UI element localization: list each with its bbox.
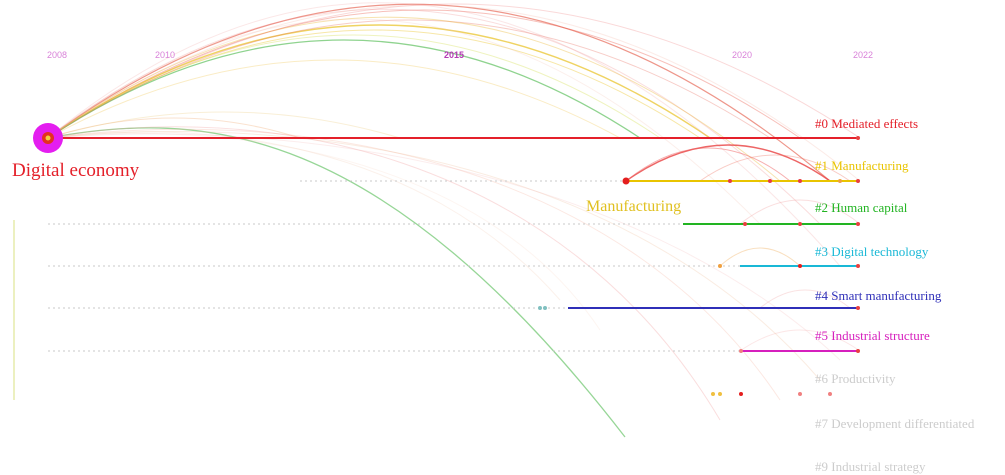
citation-arc <box>47 39 641 139</box>
citation-arc <box>47 126 721 421</box>
citation-arc <box>47 133 841 361</box>
node-dot[interactable] <box>856 136 860 140</box>
node-dot[interactable] <box>856 306 860 310</box>
citation-arc <box>47 111 401 139</box>
citation-arc <box>47 34 661 139</box>
citation-arc <box>47 131 561 301</box>
node-digital-economy-center <box>45 135 51 141</box>
year-label-2022: 2022 <box>853 50 874 60</box>
node-dot[interactable] <box>856 222 860 226</box>
node-dot[interactable] <box>743 222 747 226</box>
node-dot[interactable] <box>711 392 715 396</box>
citation-arc <box>625 144 831 182</box>
year-label-2008: 2008 <box>47 50 68 60</box>
year-label-2010: 2010 <box>155 50 176 60</box>
citation-arc <box>47 128 781 401</box>
nodes <box>33 123 860 396</box>
node-dot[interactable] <box>798 179 802 183</box>
node-dot[interactable] <box>538 306 542 310</box>
node-dot[interactable] <box>798 264 802 268</box>
citation-arc <box>47 16 781 182</box>
citation-arc <box>739 329 861 352</box>
citation-arc <box>47 4 861 182</box>
cluster-label-mediated-effects[interactable]: #0 Mediated effects <box>815 116 918 131</box>
year-label-2015: 2015 <box>444 50 465 60</box>
node-dot[interactable] <box>838 179 842 183</box>
node-label-manufacturing[interactable]: Manufacturing <box>586 198 682 215</box>
cluster-label-productivity[interactable]: #6 Productivity <box>815 371 896 386</box>
node-dot[interactable] <box>728 179 732 183</box>
citation-arc <box>759 289 851 309</box>
node-label-digital-economy[interactable]: Digital economy <box>12 160 140 181</box>
cluster-label-development-differentiated[interactable]: #7 Development differentiated <box>815 416 975 431</box>
citation-arc <box>47 131 821 381</box>
citation-arc <box>47 59 621 139</box>
cluster-lanes <box>13 137 858 400</box>
citation-arc <box>625 147 791 182</box>
citation-arc <box>47 29 701 139</box>
cluster-label-industrial-strategy[interactable]: #9 Industrial strategy <box>815 459 926 474</box>
citation-arc <box>47 3 831 182</box>
cluster-label-manufacturing[interactable]: #1 Manufacturing <box>815 158 909 173</box>
cluster-label-smart-manufacturing[interactable]: #4 Smart manufacturing <box>815 288 942 303</box>
node-dot[interactable] <box>798 222 802 226</box>
citation-arc <box>739 199 861 225</box>
cluster-label-human-capital[interactable]: #2 Human capital <box>815 200 908 215</box>
cluster-label-industrial-structure[interactable]: #5 Industrial structure <box>815 328 930 343</box>
node-dot[interactable] <box>718 264 722 268</box>
citation-arc <box>47 19 771 139</box>
node-dot[interactable] <box>543 306 547 310</box>
node-dot[interactable] <box>739 349 743 353</box>
citation-arcs <box>47 2 861 438</box>
node-dot[interactable] <box>856 264 860 268</box>
citation-arc <box>47 132 601 331</box>
citation-arc <box>47 117 301 139</box>
citation-arc <box>47 18 761 225</box>
cluster-label-digital-technology[interactable]: #3 Digital technology <box>815 244 929 259</box>
node-dot[interactable] <box>739 392 743 396</box>
citation-arc <box>47 2 841 267</box>
node-dot[interactable] <box>798 392 802 396</box>
year-label-2020: 2020 <box>732 50 753 60</box>
node-dot[interactable] <box>856 179 860 183</box>
citation-arc <box>47 127 626 438</box>
node-dot[interactable] <box>768 179 772 183</box>
citation-arc <box>719 247 801 267</box>
node-dot[interactable] <box>718 392 722 396</box>
citation-arc <box>47 9 801 139</box>
node-dot[interactable] <box>828 392 832 396</box>
node-dot[interactable] <box>856 349 860 353</box>
citation-arc <box>47 24 711 139</box>
node-manufacturing[interactable] <box>622 177 630 185</box>
citation-arc <box>699 154 851 182</box>
citation-arc <box>47 8 821 225</box>
